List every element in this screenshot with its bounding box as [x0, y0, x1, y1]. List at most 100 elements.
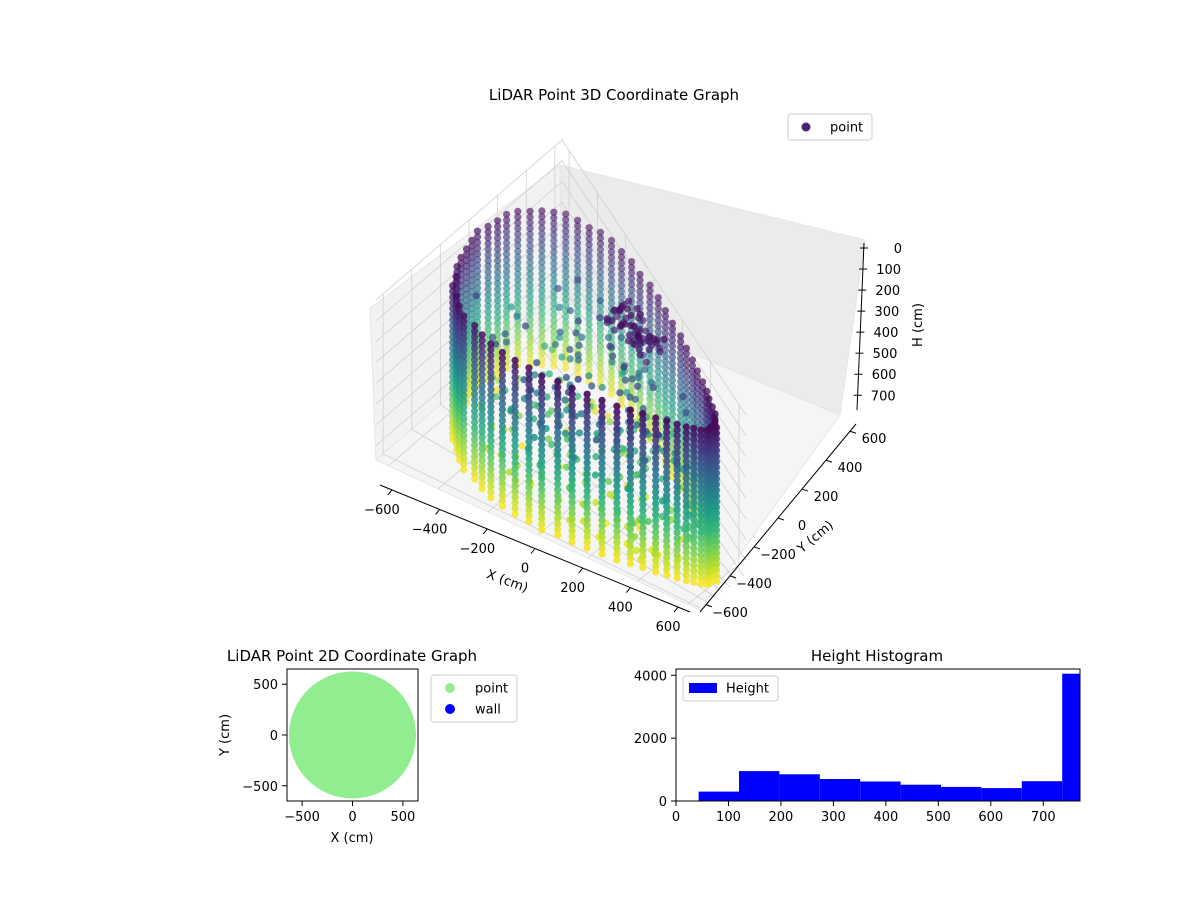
point-3d — [538, 492, 546, 500]
point-3d — [652, 477, 660, 485]
point-3d — [682, 446, 690, 454]
x-tick-mark-3d — [482, 528, 488, 535]
point-3d — [617, 344, 626, 352]
chart-2d: LiDAR Point 2D Coordinate Graph −500 0 500… — [218, 647, 518, 846]
point-3d — [511, 453, 519, 461]
point-3d — [583, 504, 591, 512]
point-3d — [626, 446, 635, 454]
point-3d — [673, 511, 681, 519]
point-3d — [663, 542, 671, 551]
point-3d — [550, 220, 558, 228]
point-3d — [596, 291, 605, 299]
point-3d — [703, 575, 711, 583]
point-3d — [473, 278, 482, 287]
point-3d — [484, 239, 492, 248]
point-3d — [596, 257, 605, 265]
point-3d — [498, 428, 506, 436]
point-3d — [673, 449, 681, 457]
point-3d — [663, 571, 671, 579]
point-3d — [585, 229, 593, 237]
point-3d — [668, 348, 677, 356]
point-3d — [452, 272, 460, 281]
point-3d — [460, 454, 468, 462]
point-3d — [473, 284, 482, 292]
point-3d — [596, 319, 605, 327]
point-3d — [468, 310, 476, 318]
point-3d — [620, 363, 628, 371]
point-3d — [626, 469, 635, 477]
point-3d — [682, 537, 690, 545]
point-3d — [583, 544, 591, 552]
point-3d — [484, 245, 492, 253]
point-3d — [663, 440, 671, 448]
point-3d — [673, 574, 681, 582]
point-3d — [713, 549, 721, 557]
point-3d — [468, 242, 476, 250]
point-3d — [525, 386, 533, 395]
point-3d — [652, 556, 660, 565]
point-3d — [690, 493, 698, 501]
point-3d — [673, 500, 681, 508]
legend-hist: Height — [682, 675, 779, 702]
point-3d — [628, 258, 636, 266]
point-3d — [478, 485, 486, 493]
x-tick-label-2d: −500 — [284, 810, 320, 825]
point-3d — [652, 568, 660, 576]
point-3d — [503, 216, 511, 224]
point-3d — [639, 472, 647, 480]
z-tick-label-3d: 200 — [875, 284, 900, 299]
point-3d — [550, 305, 558, 313]
point-3d — [471, 333, 479, 341]
point-3d — [697, 449, 705, 457]
x-axis-label-2d: X (cm) — [331, 831, 374, 846]
x-tick-label-3d: 0 — [521, 562, 529, 577]
point-3d — [626, 508, 635, 517]
point-3d — [478, 467, 486, 476]
point-3d — [562, 244, 570, 252]
point-3d — [498, 439, 506, 448]
point-3d — [526, 207, 534, 215]
point-3d — [545, 370, 553, 378]
point-3d — [610, 326, 619, 334]
histogram-frame — [675, 668, 1081, 802]
x-tick-mark-3d — [387, 489, 393, 496]
point-3d — [652, 545, 660, 553]
point-3d — [617, 259, 626, 267]
point-3d — [574, 216, 582, 224]
point-3d — [498, 377, 506, 385]
point-3d — [697, 511, 705, 519]
point-3d — [538, 435, 546, 443]
point-3d — [554, 417, 562, 425]
point-3d — [713, 475, 721, 483]
point-3d — [478, 439, 486, 447]
x-tick-mark-3d — [530, 548, 536, 554]
point-3d — [583, 413, 591, 421]
point-3d — [661, 363, 670, 372]
point-3d — [468, 248, 476, 256]
point-3d — [663, 468, 671, 476]
point-3d — [661, 318, 670, 326]
x-tick-label-3d: −200 — [459, 542, 495, 557]
point-3d — [639, 449, 647, 457]
point-3d — [562, 261, 570, 269]
point-3d — [663, 508, 671, 516]
point-3d — [503, 319, 511, 327]
point-3d — [626, 429, 635, 437]
point-3d — [471, 441, 479, 449]
histogram-x-ticks: 0 100 200 300 400 500 600 700 — [672, 801, 1056, 825]
point-3d — [498, 388, 506, 396]
point-3d — [525, 443, 533, 452]
point-3d — [652, 551, 660, 559]
point-3d — [457, 253, 465, 262]
point-3d — [596, 325, 605, 333]
point-3d — [478, 416, 486, 424]
point-3d — [554, 491, 562, 499]
point-3d — [471, 401, 479, 409]
point-3d — [690, 515, 698, 524]
point-3d — [471, 413, 479, 421]
point-3d — [550, 248, 558, 256]
point-3d — [471, 470, 479, 478]
histogram-bar — [819, 779, 861, 801]
point-3d — [636, 270, 644, 278]
point-3d — [607, 271, 616, 279]
